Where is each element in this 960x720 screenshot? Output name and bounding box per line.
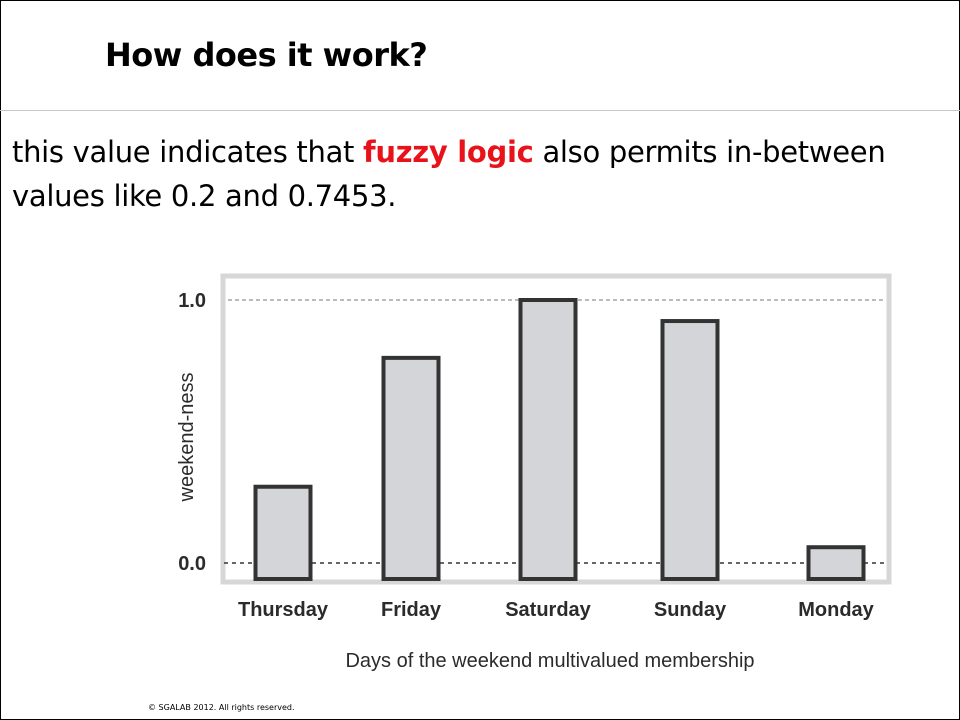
x-axis-label: Days of the weekend multivalued membersh… xyxy=(345,650,754,672)
x-tick-label-saturday: Saturday xyxy=(505,599,591,621)
copyright-footer: © SGALAB 2012. All rights reserved. xyxy=(148,703,295,712)
page-title: How does it work? xyxy=(105,36,428,74)
bar-friday xyxy=(381,355,441,581)
y-axis-label: weekend-ness xyxy=(176,373,198,503)
weekendness-bar-chart: 0.0 1.0 Thursday Friday Saturday Sunday Monda… xyxy=(176,273,892,672)
y-tick-label-0-0: 0.0 xyxy=(178,553,206,575)
fuzzy-logic-highlight: fuzzy logic xyxy=(363,135,534,169)
bar-thursday xyxy=(253,484,313,581)
y-tick-label-1-0: 1.0 xyxy=(178,290,206,312)
plot-frame xyxy=(220,273,892,585)
body-text-end: also permits in-between values like 0.2 … xyxy=(12,135,886,213)
body-text-start: this value indicates that xyxy=(12,135,364,169)
bar-saturday xyxy=(518,298,578,581)
x-tick-label-thursday: Thursday xyxy=(238,599,329,621)
bar-monday xyxy=(806,545,866,582)
x-tick-label-sunday: Sunday xyxy=(654,599,727,621)
x-tick-label-monday: Monday xyxy=(798,599,874,621)
body-text: this value indicates that fuzzy logic al… xyxy=(12,130,948,218)
bar-sunday xyxy=(660,319,720,581)
title-bar: How does it work? xyxy=(0,0,960,111)
x-tick-label-friday: Friday xyxy=(381,599,442,621)
